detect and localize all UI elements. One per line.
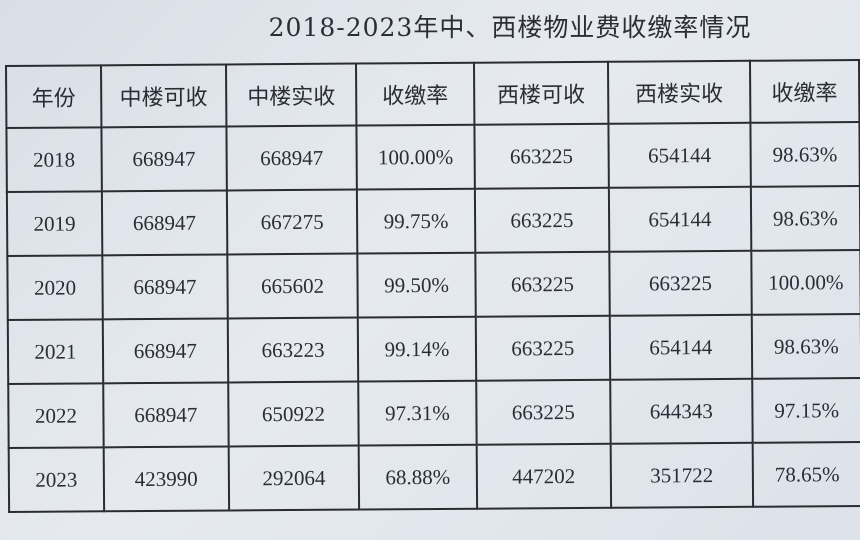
table-cell: 668947: [101, 190, 228, 256]
table-cell: 654144: [608, 122, 751, 188]
table-cell: 2020: [7, 255, 103, 320]
table-cell: 663225: [609, 250, 752, 316]
table-cell: 97.15%: [751, 378, 860, 443]
table-cell: 663225: [475, 315, 611, 381]
table-row: 2018 668947 668947 100.00% 663225 654144 98.63…: [6, 122, 860, 192]
table-cell: 654144: [609, 314, 752, 380]
column-header: 中楼实收: [225, 63, 357, 127]
table-row: 2020 668947 665602 99.50% 663225 663225 100.00…: [7, 250, 860, 320]
table-cell: 663225: [475, 379, 611, 445]
table-cell: 668947: [101, 126, 227, 192]
table-cell: 644343: [610, 378, 753, 444]
table-cell: 423990: [103, 446, 229, 512]
table-row: 2023 423990 292064 68.88% 447202 351722 78.65%: [8, 442, 860, 512]
table-cell: 2021: [7, 319, 104, 384]
column-header: 西楼实收: [608, 60, 751, 124]
table-cell: 2022: [8, 383, 104, 448]
table-cell: 2023: [8, 447, 105, 512]
table-cell: 2018: [6, 127, 102, 192]
column-header: 收缴率: [749, 60, 860, 123]
table-cell: 99.14%: [358, 316, 476, 382]
header-row: 年份 中楼可收 中楼实收 收缴率 西楼可收 西楼实收 收缴率: [6, 60, 860, 128]
table-cell: 654144: [609, 186, 751, 252]
table-cell: 668947: [103, 382, 229, 448]
table-cell: 663223: [227, 317, 359, 383]
table-cell: 100.00%: [356, 124, 475, 190]
column-header: 西楼可收: [473, 61, 609, 125]
table-cell: 663225: [474, 251, 610, 317]
table-cell: 663225: [474, 123, 610, 189]
table-cell: 668947: [102, 318, 228, 384]
table-cell: 78.65%: [752, 442, 860, 507]
table-cell: 98.63%: [750, 122, 860, 187]
table-cell: 292064: [228, 445, 360, 511]
table-cell: 99.75%: [357, 188, 475, 254]
table-cell: 2019: [6, 191, 103, 256]
table-cell: 68.88%: [359, 444, 477, 510]
fee-collection-table: 年份 中楼可收 中楼实收 收缴率 西楼可收 西楼实收 收缴率 2018 668947 66894…: [5, 59, 860, 513]
table-cell: 665602: [227, 253, 359, 319]
column-header: 年份: [6, 65, 102, 128]
column-header: 中楼可收: [100, 64, 227, 128]
table-cell: 667275: [226, 189, 358, 255]
table-cell: 98.63%: [750, 186, 860, 251]
table-cell: 650922: [227, 381, 360, 447]
table-cell: 99.50%: [357, 252, 476, 318]
column-header: 收缴率: [356, 62, 475, 126]
table-cell: 351722: [610, 442, 753, 508]
table-row: 2019 668947 667275 99.75% 663225 654144 98.63%: [6, 186, 860, 256]
table-row: 2021 668947 663223 99.14% 663225 654144 98.63%: [7, 314, 860, 384]
table-cell: 447202: [476, 443, 612, 509]
table-cell: 100.00%: [750, 250, 860, 315]
document-title: 2018-2023年中、西楼物业费收缴率情况: [268, 13, 752, 42]
table-cell: 668947: [226, 125, 358, 191]
table-cell: 98.63%: [751, 314, 860, 379]
table-row: 2022 668947 650922 97.31% 663225 644343 97.15%: [8, 378, 860, 448]
table-cell: 97.31%: [358, 380, 477, 446]
table-cell: 663225: [474, 187, 610, 253]
table-cell: 668947: [102, 254, 228, 320]
